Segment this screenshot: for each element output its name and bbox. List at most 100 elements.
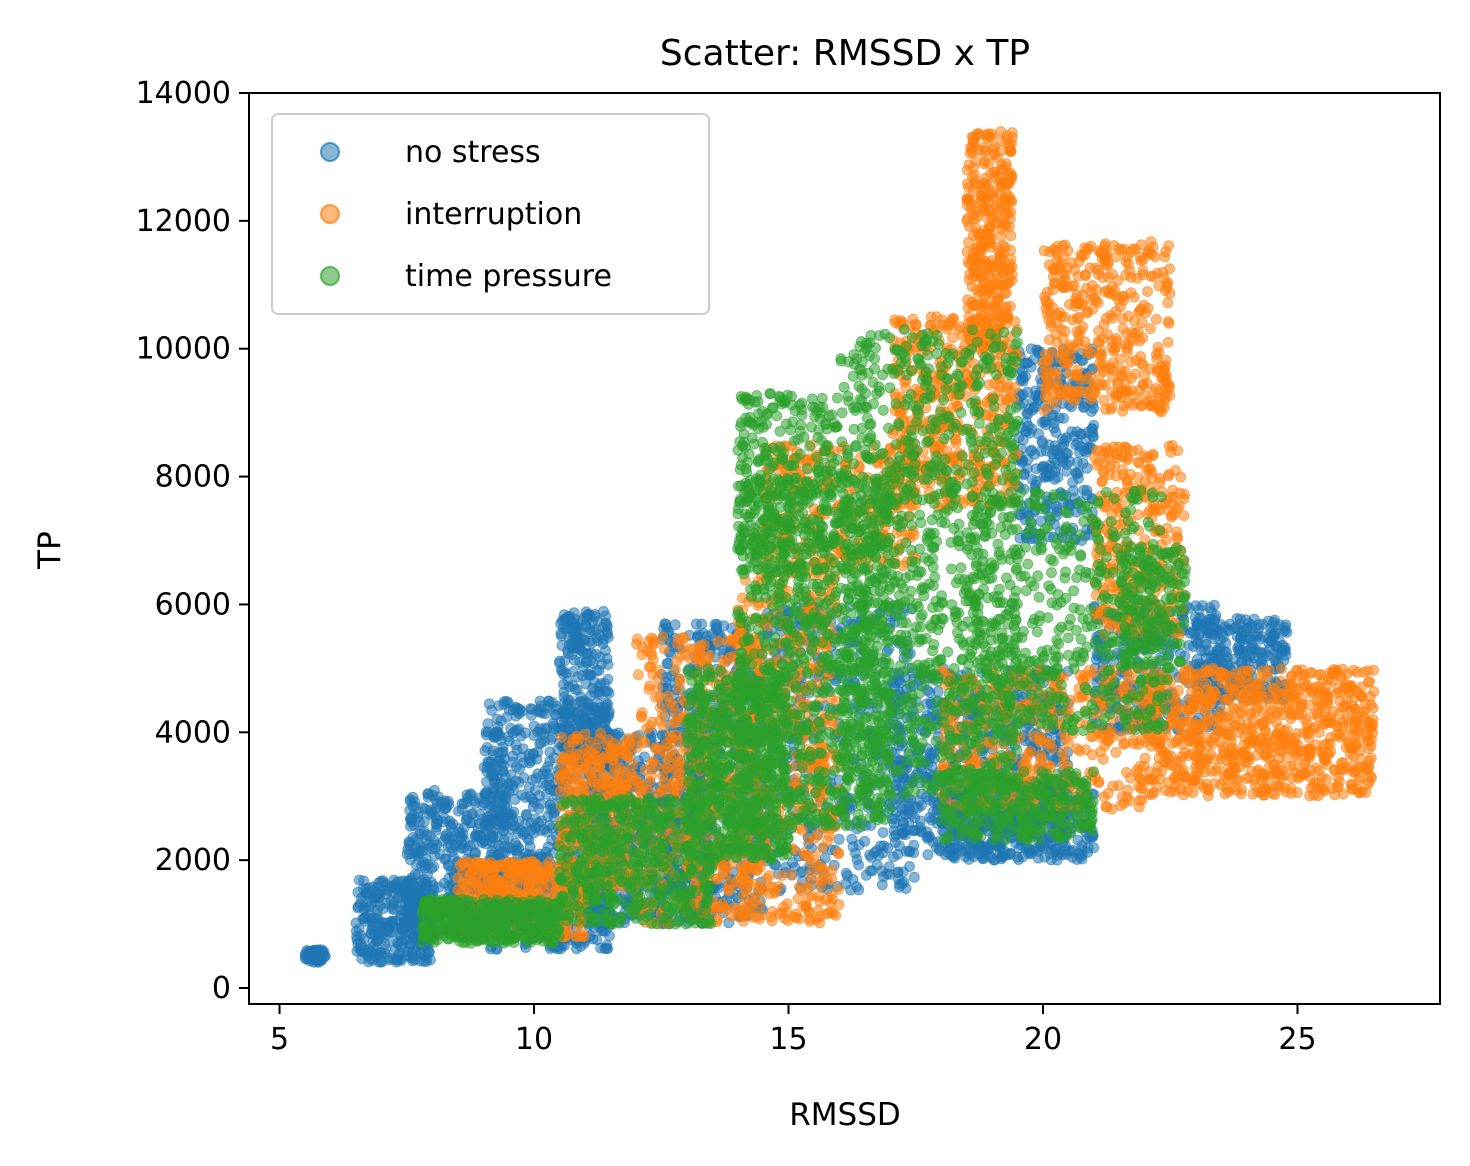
data-point [1279, 624, 1291, 636]
data-point [500, 781, 512, 793]
data-point [1217, 631, 1229, 643]
data-point [1017, 434, 1029, 446]
data-point [480, 729, 492, 741]
data-point [851, 881, 863, 893]
data-point [1025, 445, 1037, 457]
data-point [388, 953, 399, 965]
data-point [1021, 463, 1033, 475]
data-point [541, 826, 553, 838]
data-point [412, 850, 424, 862]
data-point [450, 840, 462, 852]
data-point [358, 890, 370, 902]
data-point [528, 720, 540, 732]
data-point [589, 608, 601, 620]
data-point [571, 943, 582, 955]
data-point [439, 853, 451, 865]
data-point [924, 794, 936, 806]
data-point [315, 944, 327, 956]
data-point [592, 635, 604, 647]
data-point [371, 886, 383, 898]
data-point [601, 653, 613, 664]
data-point [904, 861, 916, 872]
data-point [380, 897, 392, 909]
data-point [532, 705, 543, 717]
data-point [441, 828, 453, 840]
data-point [601, 626, 613, 638]
data-point [413, 806, 425, 818]
data-point [1221, 646, 1232, 658]
data-point [456, 798, 468, 810]
data-point [485, 763, 497, 775]
data-point [900, 845, 912, 857]
data-point [1269, 620, 1281, 632]
data-point [901, 804, 913, 816]
data-point [503, 833, 514, 844]
data-point [563, 708, 575, 720]
data-point [1082, 426, 1094, 438]
data-point [410, 859, 422, 871]
data-point [409, 893, 421, 904]
data-point [465, 789, 476, 801]
data-point [888, 817, 900, 829]
data-point [489, 801, 501, 812]
data-point [593, 686, 605, 698]
data-point [489, 774, 501, 786]
data-point [499, 847, 511, 859]
data-point [392, 892, 403, 904]
data-point [387, 935, 399, 947]
data-point [533, 790, 545, 802]
data-point [865, 851, 877, 863]
data-point [377, 921, 389, 933]
data-point [508, 820, 520, 832]
data-point [482, 718, 494, 730]
data-point [1192, 638, 1204, 650]
data-point [1036, 463, 1048, 475]
data-point [913, 795, 925, 807]
data-point [499, 799, 511, 811]
data-point [1072, 437, 1084, 449]
data-point [1067, 485, 1079, 497]
data-point [480, 787, 492, 799]
data-point [457, 828, 469, 840]
data-point [602, 711, 614, 723]
data-point [588, 626, 600, 638]
data-point [542, 810, 554, 822]
data-point [833, 833, 845, 845]
data-point [352, 938, 364, 950]
data-point [602, 698, 614, 710]
data-point [603, 930, 615, 942]
data-point [574, 715, 585, 726]
data-point [489, 840, 501, 852]
data-point [424, 808, 436, 820]
data-point [1190, 600, 1202, 612]
data-point [1208, 599, 1220, 611]
data-point [508, 844, 520, 856]
data-point [1063, 455, 1075, 467]
data-point [1072, 467, 1084, 479]
data-point [501, 696, 513, 707]
data-point [419, 880, 431, 892]
data-point [491, 713, 503, 725]
data-point [437, 816, 449, 828]
data-point [1031, 475, 1043, 487]
plot-area [299, 126, 1380, 968]
data-point [358, 875, 370, 887]
data-point [574, 643, 586, 655]
data-point [583, 669, 595, 681]
data-point [602, 673, 614, 685]
data-point [358, 913, 370, 925]
data-point [1086, 406, 1097, 417]
data-point [575, 696, 587, 708]
data-point [595, 942, 607, 954]
data-point [1246, 619, 1258, 631]
data-point [1077, 457, 1089, 469]
data-point [1208, 633, 1220, 645]
data-point [1212, 645, 1223, 656]
data-point [516, 789, 528, 801]
data-point [840, 867, 852, 879]
data-point [358, 903, 370, 915]
data-point [1058, 439, 1070, 450]
data-point [524, 757, 535, 769]
data-point [527, 801, 539, 812]
data-point [418, 956, 430, 967]
